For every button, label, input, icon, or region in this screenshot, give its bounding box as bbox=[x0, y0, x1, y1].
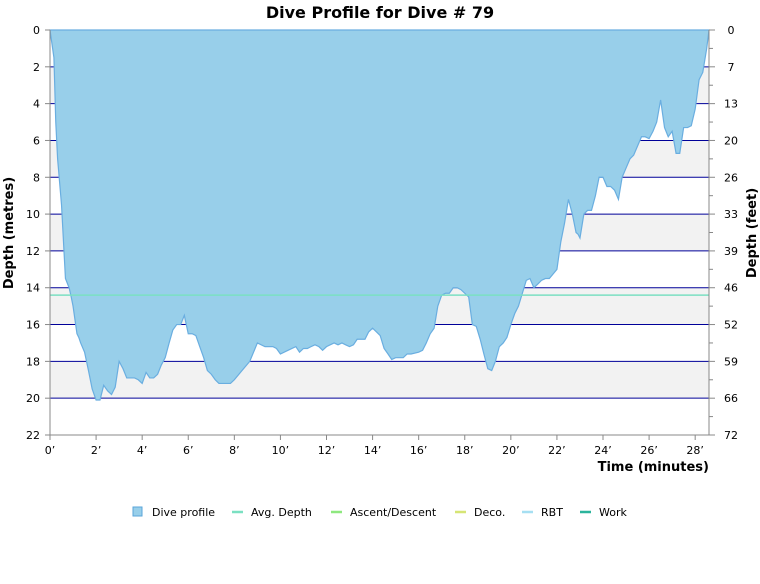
y-tick-label: 16 bbox=[26, 319, 40, 332]
legend-label: RBT bbox=[541, 506, 563, 519]
y-tick-label: 8 bbox=[33, 171, 40, 184]
x-tick-label: 8’ bbox=[229, 444, 240, 457]
x-tick-label: 10’ bbox=[272, 444, 290, 457]
x-tick-label: 20’ bbox=[502, 444, 520, 457]
legend-item: Dive profile bbox=[132, 506, 215, 519]
y-tick-label: 2 bbox=[33, 61, 40, 74]
y-tick-label: 0 bbox=[33, 24, 40, 37]
dive-profile-area bbox=[49, 29, 710, 401]
y2-tick-label: 66 bbox=[724, 392, 738, 405]
y2-tick-label: 0 bbox=[728, 24, 735, 37]
x-axis-title: Time (minutes) bbox=[598, 460, 709, 475]
y2-axis-title: Depth (feet) bbox=[745, 188, 760, 278]
legend-label: Avg. Depth bbox=[251, 506, 312, 519]
y-tick-label: 10 bbox=[26, 208, 40, 221]
legend-item: RBT bbox=[522, 506, 563, 519]
legend-swatch bbox=[132, 506, 143, 517]
y2-tick-label: 39 bbox=[724, 245, 738, 258]
y2-tick-label: 26 bbox=[724, 171, 738, 184]
y-tick-label: 4 bbox=[33, 98, 40, 111]
x-tick-label: 16’ bbox=[410, 444, 428, 457]
legend-label: Dive profile bbox=[152, 506, 215, 519]
x-tick-label: 0’ bbox=[45, 444, 56, 457]
x-tick-label: 2’ bbox=[91, 444, 102, 457]
y2-tick-label: 20 bbox=[724, 134, 738, 147]
y2-tick-label: 33 bbox=[724, 208, 738, 221]
x-tick-label: 26’ bbox=[640, 444, 658, 457]
legend-label: Ascent/Descent bbox=[350, 506, 437, 519]
x-tick-label: 22’ bbox=[548, 444, 566, 457]
y-tick-label: 20 bbox=[26, 392, 40, 405]
y-tick-label: 18 bbox=[26, 355, 40, 368]
y2-tick-label: 72 bbox=[724, 429, 738, 442]
legend-item: Ascent/Descent bbox=[331, 506, 437, 519]
y2-tick-label: 52 bbox=[724, 319, 738, 332]
legend-item: Work bbox=[580, 506, 627, 519]
x-tick-label: 12’ bbox=[318, 444, 336, 457]
x-tick-label: 4’ bbox=[137, 444, 148, 457]
legend-item: Deco. bbox=[455, 506, 505, 519]
x-tick-label: 28’ bbox=[686, 444, 704, 457]
y-tick-label: 12 bbox=[26, 245, 40, 258]
y-tick-label: 22 bbox=[26, 429, 40, 442]
y2-tick-label: 59 bbox=[724, 355, 738, 368]
x-tick-label: 14’ bbox=[364, 444, 382, 457]
y2-tick-label: 13 bbox=[724, 98, 738, 111]
legend-item: Avg. Depth bbox=[232, 506, 312, 519]
y-tick-label: 14 bbox=[26, 282, 40, 295]
y2-tick-label: 46 bbox=[724, 282, 738, 295]
legend-label: Work bbox=[599, 506, 627, 519]
legend-label: Deco. bbox=[474, 506, 505, 519]
x-tick-label: 18’ bbox=[456, 444, 474, 457]
x-tick-label: 6’ bbox=[183, 444, 194, 457]
x-tick-label: 24’ bbox=[594, 444, 612, 457]
chart-title: Dive Profile for Dive # 79 bbox=[266, 3, 494, 22]
y2-tick-label: 7 bbox=[728, 61, 735, 74]
y-axis-title: Depth (metres) bbox=[2, 177, 17, 289]
y-tick-label: 6 bbox=[33, 134, 40, 147]
